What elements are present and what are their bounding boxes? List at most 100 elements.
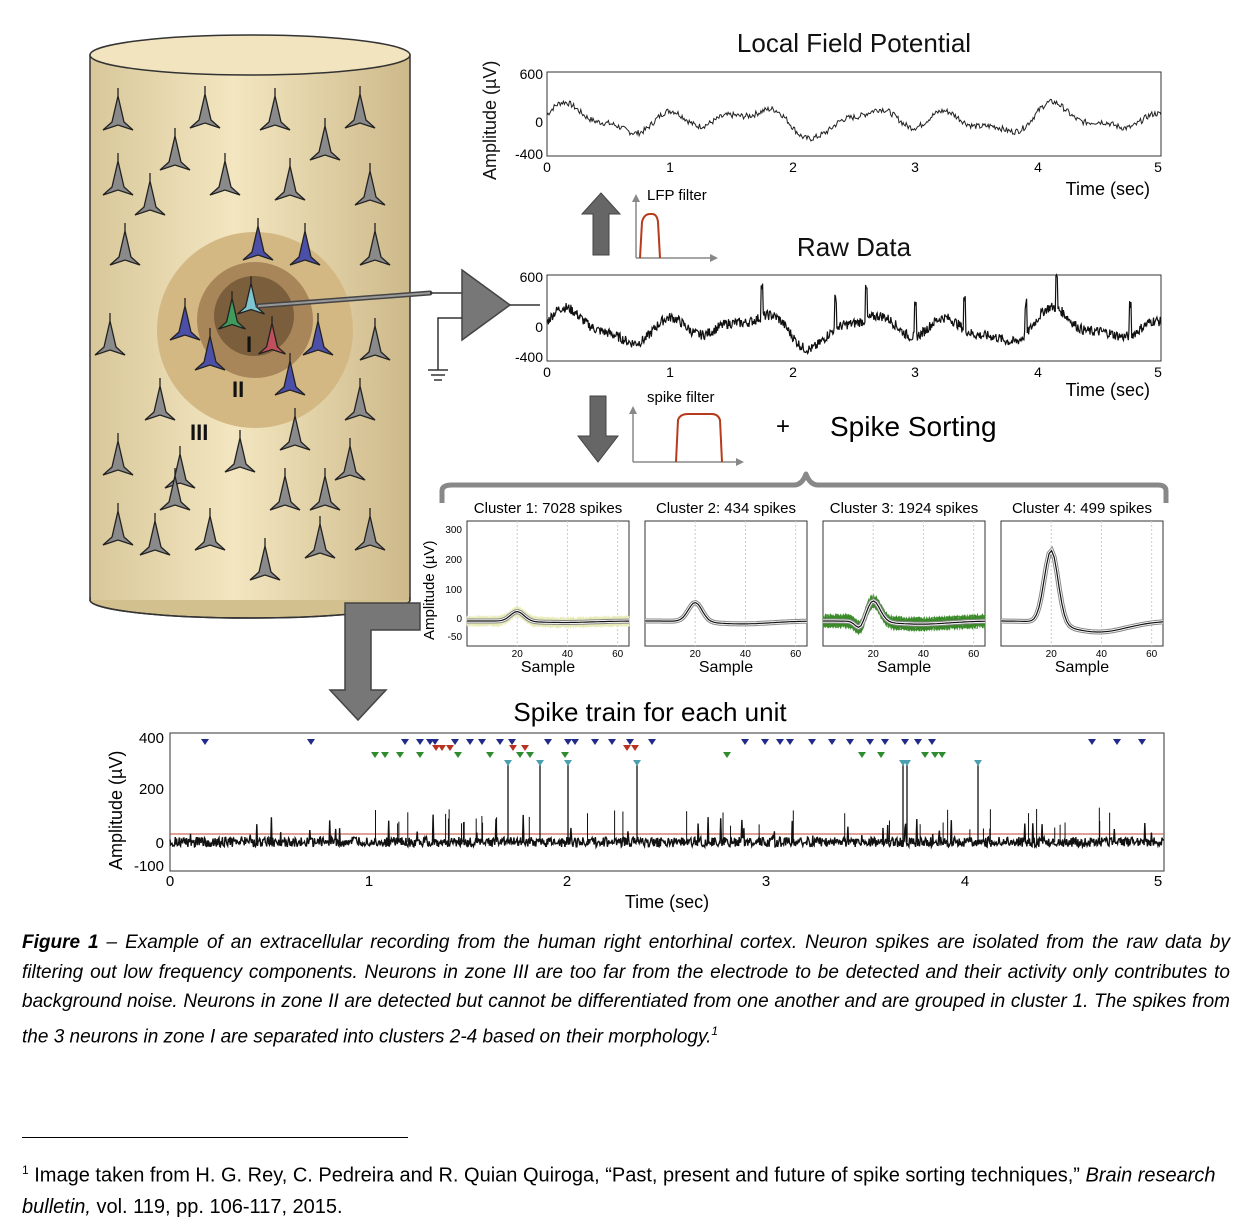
cluster-title: Cluster 1: 7028 spikes bbox=[474, 500, 622, 517]
train-plot-frame bbox=[169, 732, 1165, 872]
neuron-icon bbox=[109, 223, 141, 266]
neuron-icon bbox=[259, 88, 291, 131]
footnote-text-before: Image taken from H. G. Rey, C. Pedreira … bbox=[28, 1164, 1086, 1187]
lfp-ytick: 0 bbox=[535, 114, 543, 130]
cluster-ytick: 200 bbox=[445, 555, 462, 566]
neuron-icon bbox=[279, 408, 311, 451]
lfp-y-ticks: 600 0 -400 bbox=[515, 66, 543, 162]
zone-label-ii: II bbox=[232, 377, 244, 402]
neuron-icon bbox=[209, 153, 241, 196]
neuron-icon bbox=[249, 538, 281, 581]
lfp-trace bbox=[546, 98, 1162, 142]
neuron-icon bbox=[258, 316, 286, 355]
cluster-ytick: 300 bbox=[445, 525, 462, 536]
train-ytick: -100 bbox=[134, 858, 164, 875]
neuron-icon bbox=[102, 153, 134, 196]
footnote-rule bbox=[22, 1137, 408, 1138]
zone-label-i: I bbox=[246, 332, 252, 357]
neuron-icon bbox=[139, 513, 171, 556]
lfp-xtick: 1 bbox=[666, 159, 674, 175]
train-x-ticks: 0 1 2 3 4 5 bbox=[166, 873, 1162, 890]
down-arrow-icon bbox=[576, 395, 620, 463]
lfp-ytick: 600 bbox=[520, 66, 544, 82]
neuron-icon bbox=[218, 291, 246, 330]
cluster-xtick: 40 bbox=[740, 649, 752, 660]
neuron-icon bbox=[289, 223, 321, 266]
cluster-ytick: 100 bbox=[445, 585, 462, 596]
neuron-icon bbox=[159, 468, 191, 511]
cluster-xtick: 20 bbox=[868, 649, 880, 660]
raw-xlabel: Time (sec) bbox=[1066, 380, 1150, 400]
plus-sign: + bbox=[776, 413, 790, 440]
train-xtick: 3 bbox=[762, 873, 770, 890]
lfp-title: Local Field Potential bbox=[737, 28, 971, 58]
train-xtick: 4 bbox=[961, 873, 969, 890]
cluster-title: Cluster 3: 1924 spikes bbox=[830, 500, 978, 517]
cluster-xtick: 40 bbox=[918, 649, 930, 660]
electrode bbox=[255, 290, 462, 309]
neuron-icon bbox=[344, 378, 376, 421]
neuron-icon bbox=[242, 218, 274, 261]
raw-xtick: 1 bbox=[666, 364, 674, 380]
cluster-xtick: 20 bbox=[512, 649, 524, 660]
brace bbox=[439, 471, 1169, 503]
neuron-icon bbox=[189, 86, 221, 129]
cluster-xtick: 40 bbox=[1096, 649, 1108, 660]
spike-filter-icon bbox=[629, 406, 744, 466]
neuron-icon bbox=[304, 516, 336, 559]
neuron-icon bbox=[334, 438, 366, 481]
neuron-icon bbox=[354, 163, 386, 206]
cluster-xlabel: Sample bbox=[877, 659, 931, 676]
neuron-icon bbox=[102, 433, 134, 476]
raw-title: Raw Data bbox=[797, 232, 912, 262]
cortex-cylinder bbox=[89, 34, 411, 619]
neuron-icon bbox=[309, 468, 341, 511]
neuron-icon bbox=[102, 503, 134, 546]
ground-icon bbox=[428, 369, 448, 381]
train-content bbox=[169, 739, 1165, 850]
figure-1: I II III Amplitude (µV) Local Field Pote… bbox=[89, 28, 1169, 912]
neuron-icon bbox=[194, 508, 226, 551]
raw-ytick: -400 bbox=[515, 349, 543, 365]
zone-label-iii: III bbox=[190, 420, 208, 445]
caption-text: – Example of an extracellular recording … bbox=[22, 932, 1230, 1047]
amplifier-icon bbox=[437, 268, 540, 370]
cluster-xtick: 20 bbox=[690, 649, 702, 660]
neuron-icon bbox=[194, 328, 226, 371]
up-arrow-icon bbox=[580, 192, 622, 256]
spike-filter-label: spike filter bbox=[647, 389, 715, 406]
train-xlabel: Time (sec) bbox=[625, 892, 709, 912]
neurons bbox=[94, 86, 391, 581]
raw-x-ticks: 0 1 2 3 4 5 bbox=[543, 364, 1162, 380]
lfp-x-ticks: 0 1 2 3 4 5 bbox=[543, 159, 1162, 175]
footnote-mark: 1 bbox=[22, 1163, 29, 1177]
lfp-xtick: 3 bbox=[911, 159, 919, 175]
train-title: Spike train for each unit bbox=[513, 697, 787, 727]
lfp-xtick: 0 bbox=[543, 159, 551, 175]
lfp-ytick: -400 bbox=[515, 146, 543, 162]
raw-xtick: 4 bbox=[1034, 364, 1042, 380]
footnote-text-after: vol. 119, pp. 106-117, 2015. bbox=[90, 1195, 343, 1218]
neuron-icon bbox=[94, 313, 126, 356]
raw-xtick: 0 bbox=[543, 364, 551, 380]
raw-ytick: 600 bbox=[520, 269, 544, 285]
footnote-journal: Brain research bulletin, bbox=[22, 1164, 1216, 1218]
lfp-xtick: 4 bbox=[1034, 159, 1042, 175]
train-xtick: 5 bbox=[1154, 873, 1162, 890]
train-y-ticks: 400 200 0 -100 bbox=[134, 730, 164, 875]
neuron-icon bbox=[269, 468, 301, 511]
train-xtick: 1 bbox=[365, 873, 373, 890]
neuron-icon bbox=[159, 128, 191, 171]
raw-xtick: 2 bbox=[789, 364, 797, 380]
neuron-icon bbox=[359, 318, 391, 361]
cluster-panel: Cluster 2: 434 spikes 20 40 60 Sample bbox=[644, 500, 808, 676]
cluster-ylabel: Amplitude (µV) bbox=[421, 540, 438, 640]
cluster-xtick: 60 bbox=[968, 649, 980, 660]
train-ytick: 400 bbox=[139, 730, 164, 747]
cluster-xlabel: Sample bbox=[521, 659, 575, 676]
footnote: 1 Image taken from H. G. Rey, C. Pedreir… bbox=[22, 1155, 1230, 1223]
cluster-xtick: 60 bbox=[612, 649, 624, 660]
cluster-xtick: 60 bbox=[790, 649, 802, 660]
neuron-icon bbox=[224, 430, 256, 473]
neuron-icon bbox=[274, 353, 306, 396]
